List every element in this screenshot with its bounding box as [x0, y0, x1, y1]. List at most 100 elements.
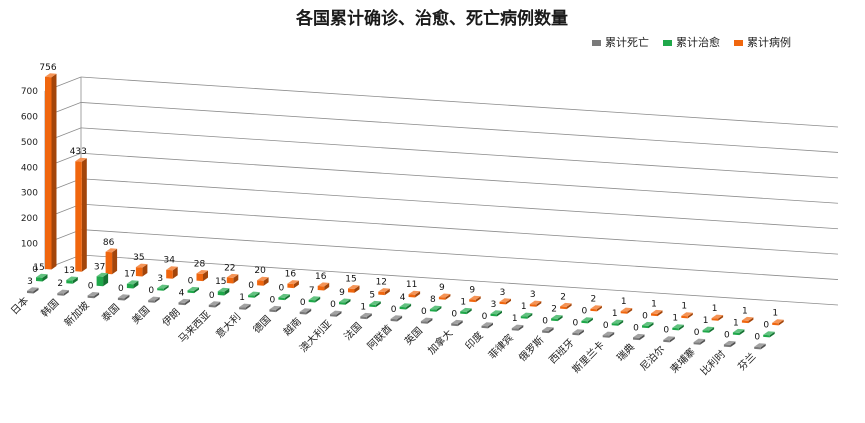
bar-top [339, 298, 351, 303]
gridline [80, 102, 839, 153]
data-label: 3 [530, 290, 536, 300]
bar [672, 324, 684, 331]
bar-top [490, 310, 502, 315]
bar-side [445, 294, 451, 300]
gridline [80, 229, 839, 280]
bar [542, 326, 554, 334]
bar-front [408, 294, 416, 298]
bar-side [406, 303, 412, 310]
bar-front [551, 318, 558, 322]
bar-top [602, 331, 615, 336]
bar [135, 263, 148, 277]
bar-front [196, 273, 203, 282]
category-label: 俄罗斯 [516, 334, 546, 364]
bar-front [681, 315, 688, 319]
bar-side [415, 291, 421, 298]
gridline [80, 76, 839, 128]
bar-side [366, 313, 372, 320]
bar [208, 301, 221, 308]
bar-top [542, 326, 554, 331]
bar-top [117, 294, 130, 299]
data-label: 1 [703, 316, 709, 326]
bar [451, 319, 463, 327]
bar-front [360, 316, 367, 320]
bar [239, 303, 251, 310]
bar-side [678, 324, 684, 331]
bar-top [438, 293, 451, 298]
bar-side [103, 273, 109, 287]
bar [732, 328, 745, 336]
bar-top [560, 302, 572, 307]
data-label: 3 [27, 277, 33, 287]
category-label: 比利时 [698, 348, 728, 378]
bar-front [490, 313, 497, 317]
data-label: 16 [285, 270, 297, 280]
category-label: 美国 [129, 303, 152, 326]
bars [27, 73, 784, 350]
bar-top [732, 328, 745, 333]
bar [269, 305, 281, 313]
bar-side [215, 301, 221, 308]
bar-side [51, 73, 57, 270]
bar-front [732, 332, 740, 336]
bar-front [754, 346, 761, 350]
bar-side [466, 308, 472, 315]
bar [529, 300, 542, 307]
bar [651, 309, 663, 317]
bar-front [208, 304, 216, 308]
bar [490, 310, 502, 317]
category-label: 越南 [280, 315, 303, 338]
bar-front [348, 288, 355, 293]
data-label: 5 [369, 290, 375, 300]
y-tick-label: 600 [21, 112, 38, 122]
bar-top [257, 276, 269, 281]
bar [772, 319, 784, 326]
bar-top [27, 287, 39, 292]
data-label: 0 [482, 312, 488, 322]
bar [87, 292, 100, 299]
data-label: 433 [70, 147, 87, 157]
bar-top [520, 312, 533, 317]
bar-top [469, 295, 481, 300]
legend-label: 累计治愈 [676, 35, 720, 49]
data-label: 1 [672, 314, 678, 324]
bar-top [178, 298, 190, 303]
bar-front [217, 291, 225, 296]
data-label: 3 [157, 274, 163, 284]
legend-swatch [592, 40, 601, 46]
bar [257, 276, 269, 286]
bar [408, 290, 421, 298]
bar-front [741, 320, 749, 324]
data-label: 17 [124, 270, 135, 280]
bar [633, 333, 645, 341]
bar [66, 276, 78, 284]
y-tick-label: 100 [21, 240, 38, 250]
bar [602, 331, 615, 338]
bar-top [75, 157, 87, 162]
bar-side [397, 315, 403, 322]
bar-side [42, 274, 48, 282]
bar [117, 294, 130, 301]
bar-top [429, 305, 442, 310]
bar-front [693, 342, 701, 345]
data-label: 0 [642, 311, 648, 321]
bar [663, 336, 675, 343]
data-label: 0 [663, 326, 669, 336]
bar-front [560, 306, 567, 310]
bar-side [457, 320, 463, 327]
bar-front [369, 304, 376, 308]
bar [27, 287, 39, 294]
bar-front [308, 299, 316, 303]
data-label: 0 [279, 283, 285, 293]
data-label: 2 [57, 279, 63, 289]
bar-front [763, 334, 770, 338]
bar [438, 293, 451, 300]
data-label: 0 [451, 309, 457, 319]
data-label: 0 [633, 323, 639, 333]
bar-top [378, 288, 390, 293]
bar-side [254, 292, 260, 298]
bar [369, 300, 381, 308]
y-axis-ticks: 0 100 200 300 400 500 600 700 [21, 87, 38, 275]
bar-front [663, 339, 670, 343]
bar-top [287, 280, 299, 285]
